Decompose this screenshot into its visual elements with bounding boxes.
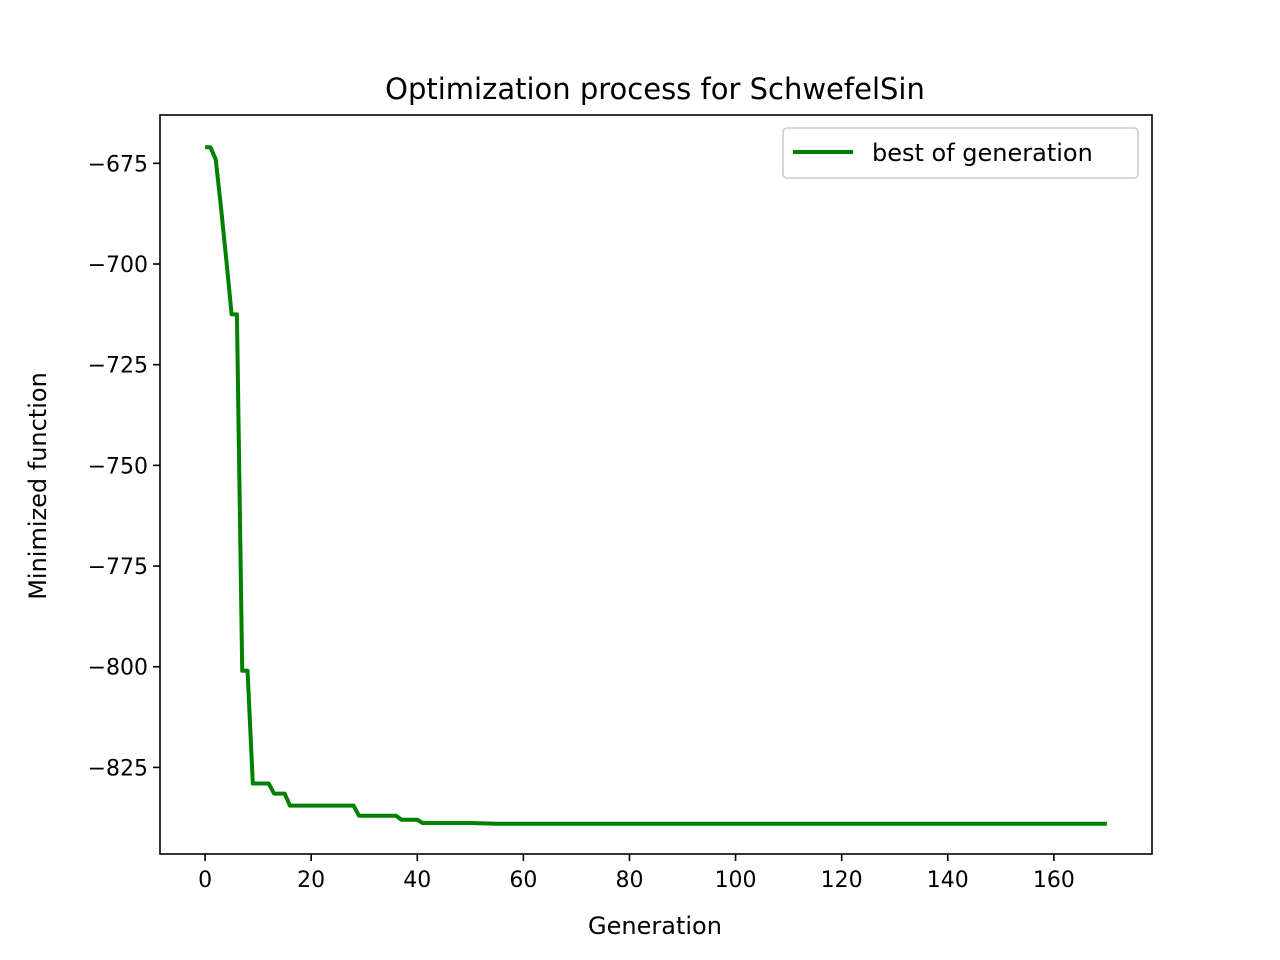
legend: best of generation (782, 127, 1139, 179)
x-axis: 0 20 40 60 80 100 120 140 160 (198, 854, 1075, 893)
x-tick-label: 160 (1033, 868, 1075, 893)
x-tick-label: 80 (615, 868, 643, 893)
x-tick-label: 60 (509, 868, 537, 893)
legend-label: best of generation (872, 139, 1093, 167)
y-tick-label: −750 (88, 454, 148, 479)
x-tick-label: 40 (403, 868, 431, 893)
y-tick-label: −800 (88, 656, 148, 681)
y-tick-label: −725 (88, 354, 148, 379)
y-tick-label: −700 (88, 253, 148, 278)
y-axis-label: Minimized function (24, 372, 52, 600)
chart-title: Optimization process for SchwefelSin (385, 72, 925, 106)
y-tick-label: −775 (88, 555, 148, 580)
x-tick-label: 20 (297, 868, 325, 893)
legend-box (782, 127, 1139, 179)
x-axis-label: Generation (588, 912, 722, 940)
plot-area (205, 145, 1107, 826)
x-tick-label: 120 (821, 868, 863, 893)
x-tick-label: 140 (927, 868, 969, 893)
x-tick-label: 0 (198, 868, 212, 893)
y-tick-label: −825 (88, 756, 148, 781)
series-line-best-of-generation (205, 145, 1107, 826)
axes-frame (159, 114, 1153, 855)
y-tick-label: −675 (88, 152, 148, 177)
y-axis: −675 −700 −725 −750 −775 −800 −825 (88, 152, 160, 781)
x-tick-label: 100 (715, 868, 757, 893)
